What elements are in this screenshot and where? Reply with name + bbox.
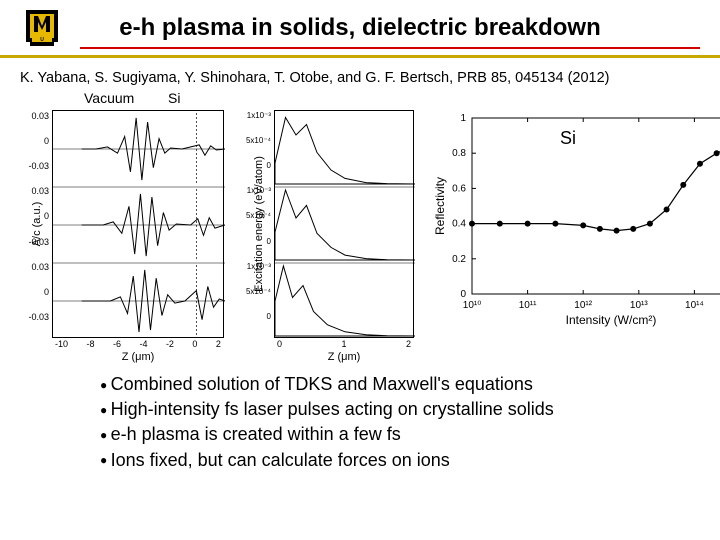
label-si: Si xyxy=(168,90,180,106)
panel-b-excitation: Excitation energy (eV/atom) 012 Z (μm) 1… xyxy=(274,110,414,338)
panel-a-yticks: 0.030-0.030.030-0.030.030-0.03 xyxy=(28,111,49,337)
slide-title: e-h plasma in solids, dielectric breakdo… xyxy=(64,14,700,42)
svg-text:10¹⁰: 10¹⁰ xyxy=(463,300,481,311)
svg-text:0.2: 0.2 xyxy=(452,254,466,265)
svg-text:10¹¹: 10¹¹ xyxy=(519,300,537,311)
svg-text:0.8: 0.8 xyxy=(452,148,466,159)
panel-b-yticks: 1x10⁻³5x10⁻⁴01x10⁻³5x10⁻⁴01x10⁻³5x10⁻⁴0 xyxy=(246,111,271,337)
svg-text:0.4: 0.4 xyxy=(452,219,466,230)
university-logo: U xyxy=(20,6,64,50)
panel-b-plot xyxy=(275,111,415,339)
bullet-item: e-h plasma is created within a few fs xyxy=(100,422,680,447)
panel-c-reflectivity: 10.80.60.40.2010¹⁰10¹¹10¹²10¹³10¹⁴10¹⁵Re… xyxy=(430,110,720,328)
svg-text:Intensity (W/cm²): Intensity (W/cm²) xyxy=(566,313,657,327)
panel-b-xlabel: Z (μm) xyxy=(328,351,361,363)
title-underline xyxy=(80,47,700,49)
svg-text:U: U xyxy=(40,37,44,43)
panel-a-xticks: -10-8-6-4-202 xyxy=(53,339,223,349)
svg-text:10¹³: 10¹³ xyxy=(630,300,648,311)
label-vacuum: Vacuum xyxy=(84,90,134,106)
svg-text:0.6: 0.6 xyxy=(452,183,466,194)
panel-a-vector-potential: A/c (a.u.) -10-8-6-4-202 Z (μm) 0.030-0.… xyxy=(52,110,224,338)
panel-a-xlabel: Z (μm) xyxy=(122,351,155,363)
panel-a-plot xyxy=(53,111,225,339)
svg-text:10¹²: 10¹² xyxy=(574,300,592,311)
svg-text:1: 1 xyxy=(460,113,466,124)
panel-b-xticks: 012 xyxy=(275,339,413,349)
bullet-item: High-intensity fs laser pulses acting on… xyxy=(100,397,680,422)
bullet-item: Ions fixed, but can calculate forces on … xyxy=(100,448,680,473)
svg-text:0: 0 xyxy=(460,289,466,300)
figure-row: A/c (a.u.) -10-8-6-4-202 Z (μm) 0.030-0.… xyxy=(0,110,720,338)
svg-text:Reflectivity: Reflectivity xyxy=(433,177,447,235)
svg-text:10¹⁴: 10¹⁴ xyxy=(685,300,704,311)
panel-c-annotation: Si xyxy=(560,128,576,149)
bullet-item: Combined solution of TDKS and Maxwell's … xyxy=(100,372,680,397)
citation-text: K. Yabana, S. Sugiyama, Y. Shinohara, T.… xyxy=(0,58,720,90)
slide-header: U e-h plasma in solids, dielectric break… xyxy=(0,0,720,58)
panel-top-labels: Vacuum Si xyxy=(0,90,720,110)
